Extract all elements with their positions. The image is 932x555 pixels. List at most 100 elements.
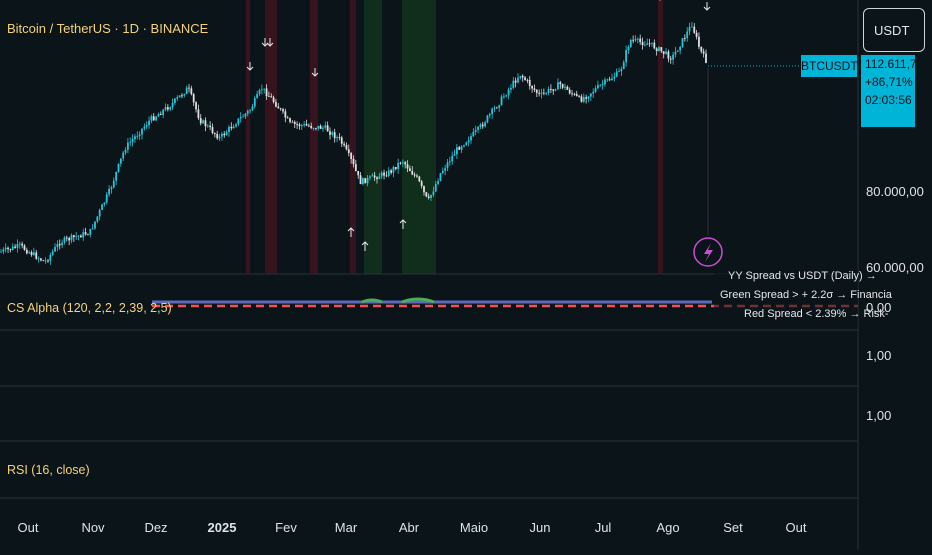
candle-body (359, 175, 362, 185)
candle-body (138, 134, 141, 136)
candle-body (629, 39, 632, 47)
candle-body (634, 38, 637, 41)
candle-body (488, 114, 491, 116)
candle-body (246, 110, 249, 114)
cs-alpha-label[interactable]: CS Alpha (120, 2,2, 2,39, 2,5) (7, 301, 172, 315)
lightning-icon (704, 243, 713, 262)
candle-body (333, 132, 336, 139)
candle-body (479, 124, 482, 127)
candle-body (232, 126, 235, 129)
candle-body (96, 216, 99, 222)
candle-body (547, 88, 550, 94)
candle-body (317, 125, 320, 129)
candle-body (681, 38, 684, 48)
candle-body (679, 47, 682, 51)
candle-body (112, 180, 115, 188)
candle-body (249, 110, 251, 112)
candle-body (472, 131, 475, 137)
candle-body (197, 109, 200, 119)
candle-body (693, 26, 696, 33)
candle-body (23, 245, 26, 250)
candle-body (277, 106, 280, 109)
candle-body (526, 79, 529, 81)
candle-body (284, 111, 287, 118)
candle-body (552, 89, 555, 91)
candle-body (632, 39, 635, 41)
candle-body (470, 136, 472, 141)
candle-body (413, 174, 416, 176)
candle-body (7, 247, 9, 250)
candle-body (653, 42, 656, 49)
candle-body (688, 26, 691, 32)
candle-body (4, 247, 7, 250)
candle-body (119, 158, 122, 164)
candle-body (575, 93, 578, 96)
currency-button[interactable]: USDT (863, 8, 925, 52)
candle-body (101, 204, 103, 211)
candle-body (21, 243, 24, 246)
legend-backdrop (714, 268, 858, 328)
candle-body (655, 48, 658, 52)
rsi-label[interactable]: RSI (16, close) (7, 463, 90, 477)
candle-body (592, 91, 595, 94)
candle-body (463, 145, 465, 147)
candle-body (345, 145, 348, 150)
candle-body (98, 210, 101, 217)
candle-body (47, 260, 49, 262)
candle-body (178, 95, 181, 98)
sell-signal-arrow (261, 42, 269, 47)
time-axis-label: Dez (144, 520, 168, 535)
candle-body (18, 243, 21, 245)
candle-body (260, 89, 263, 91)
candle-body (319, 125, 322, 129)
candle-body (258, 90, 261, 94)
candle-body (542, 92, 545, 94)
red-signal-zone (658, 0, 663, 274)
candle-body (587, 96, 590, 99)
pane2-axis-value: 1,00 (866, 348, 892, 363)
candle-body (171, 102, 174, 108)
candle-body (307, 125, 310, 127)
candle-body (143, 126, 146, 129)
candle-body (347, 149, 350, 154)
candle-body (270, 96, 273, 98)
candle-body (256, 93, 259, 99)
candle-body (371, 175, 374, 177)
time-axis-label: Jul (594, 520, 612, 535)
candle-body (340, 137, 343, 144)
candle-body (87, 234, 89, 236)
candle-body (660, 47, 663, 52)
candle-body (399, 162, 402, 164)
candle-body (540, 92, 543, 94)
candle-body (613, 76, 616, 79)
candle-body (49, 254, 52, 261)
candle-body (611, 78, 613, 81)
symbol-title[interactable]: Bitcoin / TetherUS · 1D · BINANCE (7, 21, 209, 36)
candle-body (521, 75, 524, 78)
candle-body (185, 87, 188, 95)
candle-body (352, 158, 355, 165)
candle-body (164, 107, 167, 110)
candle-body (268, 96, 270, 97)
candle-body (183, 94, 186, 96)
candle-body (282, 109, 284, 112)
candle-body (174, 98, 176, 103)
candle-body (392, 167, 395, 173)
candle-body (213, 132, 216, 134)
candle-body (63, 237, 66, 243)
time-axis-label: Abr (398, 520, 420, 535)
time-axis-label: Set (723, 520, 743, 535)
candle-body (230, 126, 233, 129)
time-axis-label: Out (785, 520, 807, 535)
candle-body (658, 47, 660, 52)
candle-body (148, 120, 150, 126)
candle-body (604, 79, 606, 85)
candle-body (503, 96, 505, 98)
candle-body (510, 87, 512, 90)
candle-body (244, 113, 247, 117)
candle-body (223, 133, 226, 136)
candle-body (390, 170, 392, 173)
candle-body (380, 172, 383, 177)
time-axis-label: Maio (459, 520, 489, 535)
